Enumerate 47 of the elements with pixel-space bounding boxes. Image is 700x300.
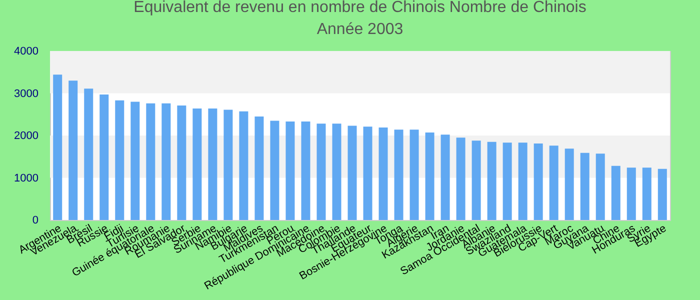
bar [549,146,558,220]
bar [456,138,466,220]
bar [146,103,156,220]
bar [611,166,620,220]
bar [410,130,419,220]
chart-title: Equivalent de revenu en nombre de Chinois Nombre de Chinois [134,0,586,16]
bar [642,168,652,220]
bar [564,148,574,220]
bar [68,80,78,220]
bar [130,102,140,220]
bar [626,168,636,220]
bar [53,74,62,220]
bar [534,144,543,220]
bar [658,168,667,220]
bar [208,108,218,220]
bar [472,140,481,220]
bar [378,127,388,220]
bar [348,126,357,220]
bar [239,111,248,220]
bar [192,108,202,220]
bar [518,142,528,220]
bar [100,94,109,220]
bar [316,124,326,220]
y-tick-label: 1000 [14,172,38,184]
bar [332,124,342,220]
bar [596,154,605,220]
bar [270,120,280,220]
bar [162,103,171,220]
bar [580,152,590,220]
bar [177,106,186,220]
y-tick-label: 3000 [14,88,38,100]
bar [224,110,233,220]
y-tick-label: 2000 [14,130,38,142]
y-tick-label: 0 [32,214,38,226]
bar [301,122,310,220]
chart-subtitle: Année 2003 [316,21,404,38]
bar [286,122,295,220]
bar [394,130,404,220]
bar [115,100,124,220]
bar [425,132,434,220]
bar [84,88,94,220]
y-tick-label: 4000 [14,46,38,58]
bar [254,116,264,220]
bar [440,134,450,220]
bar [363,126,372,220]
bar [487,142,496,220]
bar [502,142,512,220]
